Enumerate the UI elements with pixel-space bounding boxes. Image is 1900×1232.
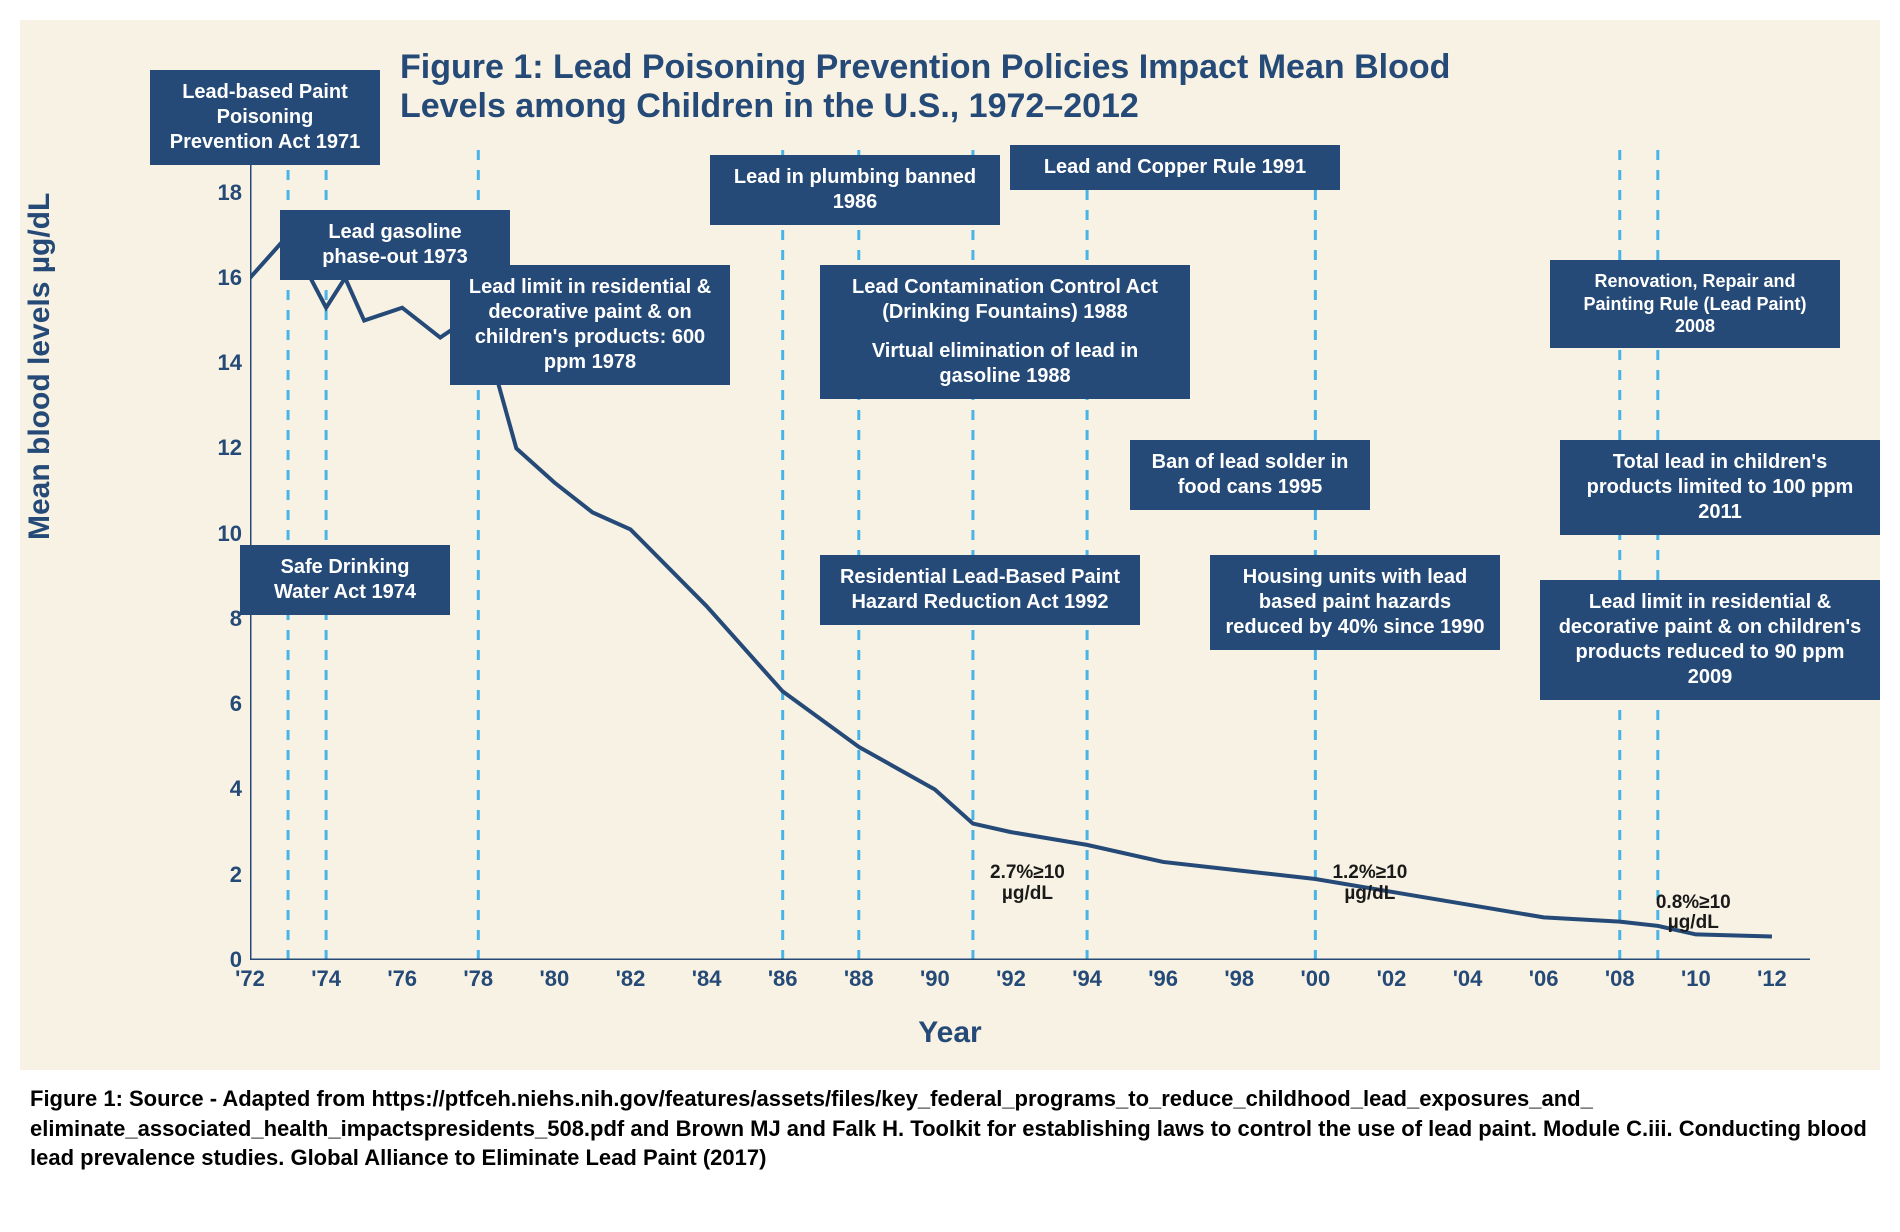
y-tick-label: 16 — [218, 265, 242, 291]
plot-region: 024681012141618'72'74'76'78'80'82'84'86'… — [250, 150, 1810, 960]
policy-box-p12: Lead limit in residential & decorative p… — [1540, 580, 1880, 700]
policy-box-p7: Lead and Copper Rule 1991 — [1010, 145, 1340, 190]
inline-label-l1: 2.7%≥10 µg/dL — [990, 863, 1065, 905]
x-tick-label: '86 — [768, 966, 798, 992]
policy-box-p10: Housing units with lead based paint haza… — [1210, 555, 1500, 650]
x-tick-label: '08 — [1605, 966, 1635, 992]
inline-label-l3: 0.8%≥10 µg/dL — [1656, 893, 1731, 935]
policy-box-p8: Residential Lead-Based Paint Hazard Redu… — [820, 555, 1140, 625]
x-axis-label: Year — [918, 1016, 981, 1050]
x-tick-label: '04 — [1453, 966, 1483, 992]
figure-wrap: Figure 1: Lead Poisoning Prevention Poli… — [20, 20, 1880, 1173]
x-tick-label: '10 — [1681, 966, 1711, 992]
policy-box-p6b: Virtual elimination of lead in gasoline … — [834, 339, 1176, 389]
chart-title: Figure 1: Lead Poisoning Prevention Poli… — [400, 48, 1500, 126]
policy-box-p1: Lead-based Paint Poisoning Prevention Ac… — [150, 70, 380, 165]
x-tick-label: '90 — [920, 966, 950, 992]
x-tick-label: '92 — [996, 966, 1026, 992]
y-tick-label: 14 — [218, 350, 242, 376]
x-tick-label: '00 — [1301, 966, 1331, 992]
y-axis-label: Mean blood levels µg/dL — [23, 193, 57, 540]
y-tick-label: 6 — [230, 691, 242, 717]
source-footnote: Figure 1: Source - Adapted from https://… — [20, 1070, 1880, 1173]
x-tick-label: '84 — [692, 966, 722, 992]
x-tick-label: '02 — [1377, 966, 1407, 992]
chart-area: Figure 1: Lead Poisoning Prevention Poli… — [20, 20, 1880, 1070]
x-tick-label: '80 — [540, 966, 570, 992]
policy-box-p6a: Lead Contamination Control Act (Drinking… — [834, 275, 1176, 325]
x-tick-label: '98 — [1224, 966, 1254, 992]
x-tick-label: '74 — [311, 966, 341, 992]
x-tick-label: '96 — [1148, 966, 1178, 992]
policy-box-p5: Lead in plumbing banned 1986 — [710, 155, 1000, 225]
inline-label-l2: 1.2%≥10 µg/dL — [1332, 863, 1407, 905]
x-tick-label: '94 — [1072, 966, 1102, 992]
policy-box-p4: Safe Drinking Water Act 1974 — [240, 545, 450, 615]
x-tick-label: '12 — [1757, 966, 1787, 992]
x-tick-label: '76 — [387, 966, 417, 992]
y-tick-label: 12 — [218, 435, 242, 461]
y-tick-label: 4 — [230, 776, 242, 802]
policy-box-p6: Lead Contamination Control Act (Drinking… — [820, 265, 1190, 399]
x-tick-label: '88 — [844, 966, 874, 992]
policy-box-p13: Total lead in children's products limite… — [1560, 440, 1880, 535]
x-tick-label: '78 — [463, 966, 493, 992]
policy-box-p3: Lead limit in residential & decorative p… — [450, 265, 730, 385]
x-tick-label: '06 — [1529, 966, 1559, 992]
y-tick-label: 2 — [230, 862, 242, 888]
y-tick-label: 10 — [218, 521, 242, 547]
x-tick-label: '82 — [616, 966, 646, 992]
y-tick-label: 18 — [218, 180, 242, 206]
policy-box-p9: Ban of lead solder in food cans 1995 — [1130, 440, 1370, 510]
policy-box-p11: Renovation, Repair and Painting Rule (Le… — [1550, 260, 1840, 348]
x-tick-label: '72 — [235, 966, 265, 992]
